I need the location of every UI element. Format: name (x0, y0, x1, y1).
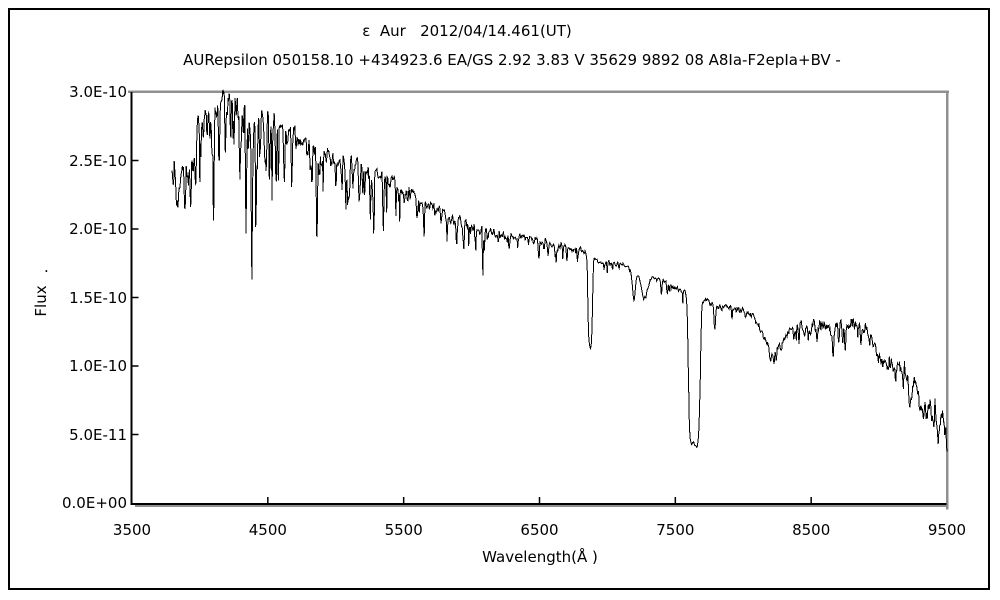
x-tick-mark (402, 497, 405, 503)
y-tick-mark (132, 159, 139, 162)
y-tick-label: 3.0E-10 (69, 83, 127, 101)
y-tick-label: 0.0E+00 (62, 494, 127, 512)
x-tick-mark (267, 497, 269, 503)
x-tick-label: 4500 (248, 521, 287, 539)
x-axis-label: Wavelength(Å ) (482, 548, 598, 566)
y-tick-mark (132, 433, 139, 436)
y-axis-label-mark: . (44, 258, 49, 276)
x-tick-label: 6500 (520, 521, 559, 539)
y-tick-mark (132, 296, 139, 299)
x-tick-mark (810, 497, 812, 503)
plot-frame-right (946, 90, 949, 510)
x-tick-label: 9500 (927, 521, 967, 539)
x-tick-label: 5500 (384, 521, 423, 539)
chart-title: ε Aur 2012/04/14.461(UT) (362, 22, 572, 40)
spectrum-trace (171, 89, 948, 452)
y-tick-mark (132, 228, 139, 230)
x-tick-label: 7500 (656, 521, 695, 539)
plot-frame-top (128, 90, 949, 93)
plot-frame-left (130, 92, 133, 505)
y-tick-label: 5.0E-11 (69, 425, 127, 444)
y-tick-label: 2.5E-10 (69, 151, 127, 170)
x-tick-label: 8500 (792, 521, 831, 539)
x-tick-mark (538, 497, 541, 503)
x-tick-mark (674, 497, 677, 503)
y-tick-mark (132, 365, 139, 367)
plot-frame-bottom-shadow (135, 505, 948, 507)
y-tick-label: 2.0E-10 (69, 220, 127, 238)
plot-frame-bottom (130, 503, 947, 505)
chart-subtitle: AURepsilon 050158.10 +434923.6 EA/GS 2.9… (183, 51, 841, 69)
y-tick-label: 1.0E-10 (69, 357, 127, 375)
x-tick-label: 3500 (112, 521, 152, 539)
y-tick-label: 1.5E-10 (69, 288, 127, 307)
